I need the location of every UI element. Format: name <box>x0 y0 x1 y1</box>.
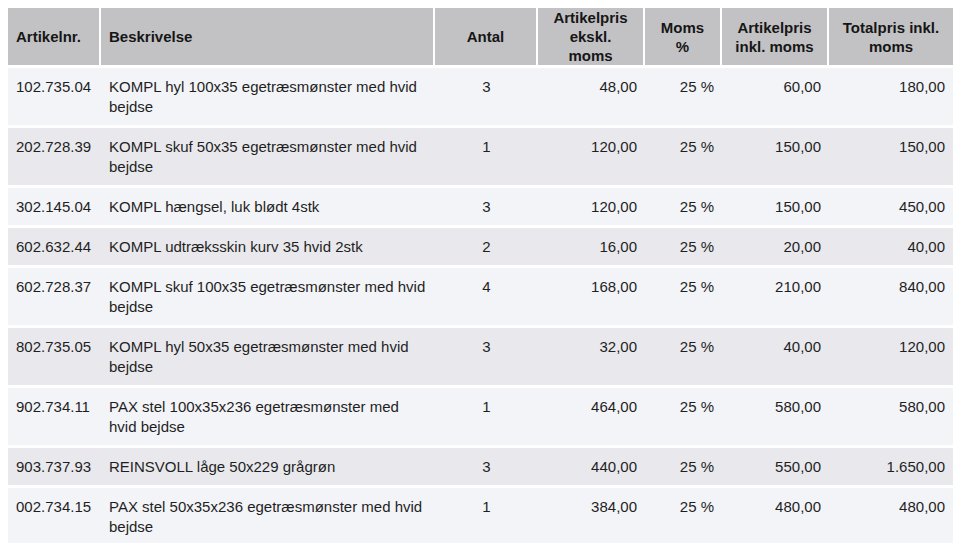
cell-totalpris-inkl-moms: 450,00 <box>829 185 953 225</box>
cell-antal: 1 <box>435 485 538 543</box>
cell-beskrivelse: REINSVOLL låge 50x229 grågrøn <box>101 445 435 485</box>
cell-beskrivelse: KOMPL hyl 50x35 egetræsmønster med hvid … <box>101 325 435 385</box>
table-row: 902.734.11 PAX stel 100x35x236 egetræsmø… <box>8 385 953 445</box>
cell-artikelpris-ekskl-moms: 464,00 <box>538 385 645 445</box>
cell-totalpris-inkl-moms: 180,00 <box>829 65 953 125</box>
cell-moms: 25 % <box>645 185 722 225</box>
cell-artikelpris-inkl-moms: 210,00 <box>722 265 829 325</box>
cell-artikelpris-inkl-moms: 40,00 <box>722 325 829 385</box>
cell-moms: 25 % <box>645 445 722 485</box>
cell-antal: 3 <box>435 445 538 485</box>
cell-antal: 3 <box>435 325 538 385</box>
table-header-row: Artikelnr. Beskrivelse Antal Artikelpris… <box>8 8 953 65</box>
order-lines-page: Artikelnr. Beskrivelse Antal Artikelpris… <box>0 0 960 543</box>
cell-artikelpris-ekskl-moms: 384,00 <box>538 485 645 543</box>
cell-beskrivelse: PAX stel 50x35x236 egetræsmønster med hv… <box>101 485 435 543</box>
cell-moms: 25 % <box>645 225 722 265</box>
cell-beskrivelse: PAX stel 100x35x236 egetræsmønster med h… <box>101 385 435 445</box>
cell-artikelpris-ekskl-moms: 120,00 <box>538 185 645 225</box>
cell-artikelpris-ekskl-moms: 32,00 <box>538 325 645 385</box>
cell-artikelnr: 202.728.39 <box>8 125 101 185</box>
cell-antal: 2 <box>435 225 538 265</box>
cell-antal: 3 <box>435 65 538 125</box>
cell-totalpris-inkl-moms: 580,00 <box>829 385 953 445</box>
cell-antal: 1 <box>435 125 538 185</box>
cell-totalpris-inkl-moms: 840,00 <box>829 265 953 325</box>
col-header-beskrivelse: Beskrivelse <box>101 8 435 65</box>
cell-moms: 25 % <box>645 385 722 445</box>
cell-totalpris-inkl-moms: 1.650,00 <box>829 445 953 485</box>
cell-artikelnr: 602.632.44 <box>8 225 101 265</box>
cell-artikelnr: 802.735.05 <box>8 325 101 385</box>
cell-artikelnr: 903.737.93 <box>8 445 101 485</box>
table-row: 302.145.04 KOMPL hængsel, luk blødt 4stk… <box>8 185 953 225</box>
col-header-moms: Moms % <box>645 8 722 65</box>
cell-artikelnr: 902.734.11 <box>8 385 101 445</box>
cell-antal: 3 <box>435 185 538 225</box>
cell-beskrivelse: KOMPL hængsel, luk blødt 4stk <box>101 185 435 225</box>
cell-artikelpris-ekskl-moms: 120,00 <box>538 125 645 185</box>
cell-totalpris-inkl-moms: 150,00 <box>829 125 953 185</box>
cell-totalpris-inkl-moms: 480,00 <box>829 485 953 543</box>
order-lines-table: Artikelnr. Beskrivelse Antal Artikelpris… <box>8 8 953 543</box>
cell-artikelpris-inkl-moms: 550,00 <box>722 445 829 485</box>
col-header-antal: Antal <box>435 8 538 65</box>
cell-artikelpris-ekskl-moms: 16,00 <box>538 225 645 265</box>
col-header-totalpris-inkl-moms: Totalpris inkl. moms <box>829 8 953 65</box>
table-row: 102.735.04 KOMPL hyl 100x35 egetræsmønst… <box>8 65 953 125</box>
cell-artikelpris-inkl-moms: 150,00 <box>722 185 829 225</box>
cell-beskrivelse: KOMPL hyl 100x35 egetræsmønster med hvid… <box>101 65 435 125</box>
cell-moms: 25 % <box>645 325 722 385</box>
cell-artikelpris-inkl-moms: 150,00 <box>722 125 829 185</box>
cell-beskrivelse: KOMPL skuf 100x35 egetræsmønster med hvi… <box>101 265 435 325</box>
table-row: 802.735.05 KOMPL hyl 50x35 egetræsmønste… <box>8 325 953 385</box>
cell-totalpris-inkl-moms: 120,00 <box>829 325 953 385</box>
cell-beskrivelse: KOMPL udtræksskin kurv 35 hvid 2stk <box>101 225 435 265</box>
cell-artikelpris-ekskl-moms: 48,00 <box>538 65 645 125</box>
cell-moms: 25 % <box>645 125 722 185</box>
col-header-artikelnr: Artikelnr. <box>8 8 101 65</box>
cell-artikelpris-inkl-moms: 580,00 <box>722 385 829 445</box>
cell-artikelnr: 102.735.04 <box>8 65 101 125</box>
cell-artikelpris-ekskl-moms: 440,00 <box>538 445 645 485</box>
table-row: 202.728.39 KOMPL skuf 50x35 egetræsmønst… <box>8 125 953 185</box>
table-row: 602.728.37 KOMPL skuf 100x35 egetræsmøns… <box>8 265 953 325</box>
cell-artikelnr: 002.734.15 <box>8 485 101 543</box>
cell-moms: 25 % <box>645 65 722 125</box>
table-row: 602.632.44 KOMPL udtræksskin kurv 35 hvi… <box>8 225 953 265</box>
cell-artikelnr: 302.145.04 <box>8 185 101 225</box>
cell-antal: 1 <box>435 385 538 445</box>
cell-artikelpris-ekskl-moms: 168,00 <box>538 265 645 325</box>
cell-artikelnr: 602.728.37 <box>8 265 101 325</box>
table-row: 903.737.93 REINSVOLL låge 50x229 grågrøn… <box>8 445 953 485</box>
cell-antal: 4 <box>435 265 538 325</box>
table-row: 002.734.15 PAX stel 50x35x236 egetræsmøn… <box>8 485 953 543</box>
cell-moms: 25 % <box>645 485 722 543</box>
col-header-artikelpris-ekskl-moms: Artikelpris ekskl. moms <box>538 8 645 65</box>
cell-artikelpris-inkl-moms: 20,00 <box>722 225 829 265</box>
col-header-artikelpris-inkl-moms: Artikelpris inkl. moms <box>722 8 829 65</box>
cell-beskrivelse: KOMPL skuf 50x35 egetræsmønster med hvid… <box>101 125 435 185</box>
cell-moms: 25 % <box>645 265 722 325</box>
cell-totalpris-inkl-moms: 40,00 <box>829 225 953 265</box>
cell-artikelpris-inkl-moms: 480,00 <box>722 485 829 543</box>
cell-artikelpris-inkl-moms: 60,00 <box>722 65 829 125</box>
